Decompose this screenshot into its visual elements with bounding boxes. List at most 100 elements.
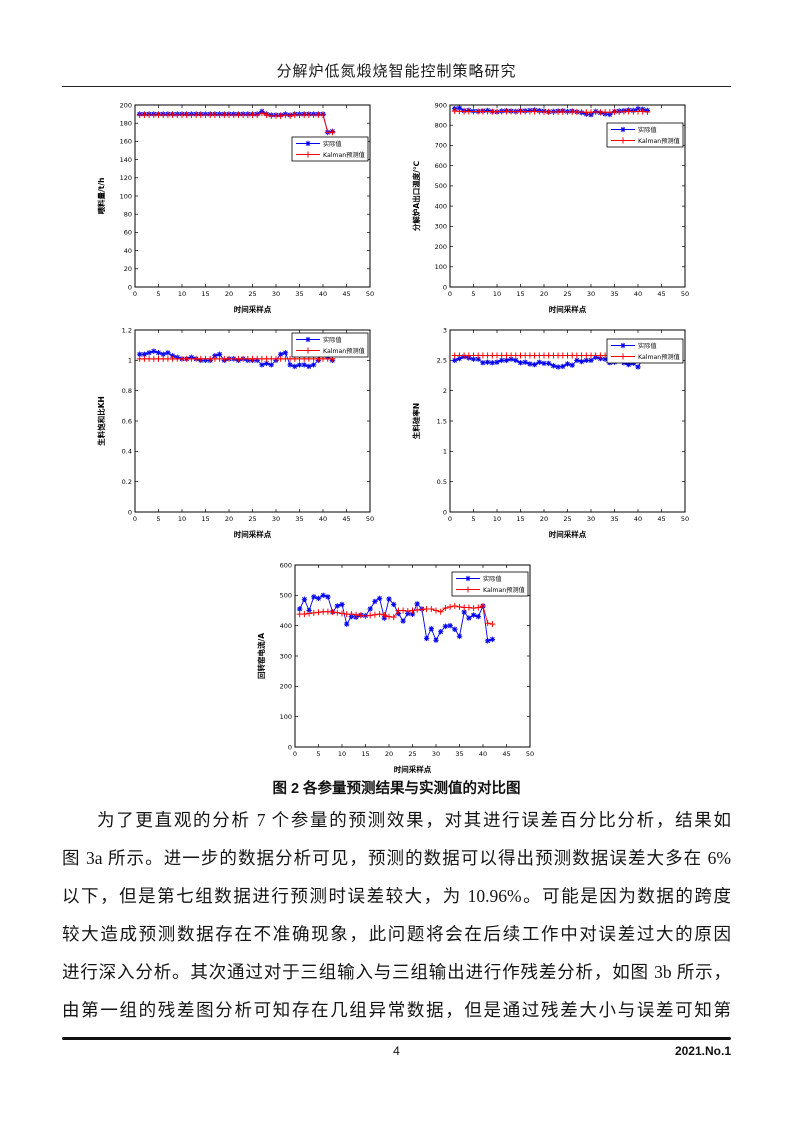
svg-text:Kalman预测值: Kalman预测值	[638, 137, 680, 145]
body-line: 较大造成预测数据存在不准确现象，此问题将会在后续工作中对误差过大的原因	[62, 924, 731, 944]
svg-text:60: 60	[124, 229, 132, 237]
svg-text:45: 45	[657, 515, 665, 523]
svg-text:Kalman预测值: Kalman预测值	[323, 347, 365, 355]
svg-text:30: 30	[587, 290, 595, 298]
svg-text:时间采样点: 时间采样点	[549, 529, 587, 539]
svg-text:500: 500	[280, 592, 292, 600]
svg-text:10: 10	[178, 290, 186, 298]
svg-text:实际值: 实际值	[638, 342, 657, 350]
svg-text:20: 20	[225, 290, 233, 298]
svg-text:30: 30	[272, 290, 280, 298]
svg-text:20: 20	[225, 515, 233, 523]
svg-text:900: 900	[435, 101, 447, 109]
svg-text:0: 0	[288, 743, 292, 751]
svg-text:200: 200	[280, 683, 292, 691]
svg-text:0: 0	[133, 290, 137, 298]
svg-text:0.2: 0.2	[122, 478, 132, 486]
header-rule	[62, 86, 731, 87]
svg-text:时间采样点: 时间采样点	[234, 304, 272, 314]
svg-text:30: 30	[272, 515, 280, 523]
svg-text:15: 15	[201, 515, 209, 523]
svg-text:0: 0	[443, 283, 447, 291]
svg-text:600: 600	[280, 561, 292, 569]
svg-text:时间采样点: 时间采样点	[549, 304, 587, 314]
svg-text:500: 500	[435, 182, 447, 190]
svg-text:0.5: 0.5	[437, 478, 447, 486]
svg-text:20: 20	[540, 515, 548, 523]
svg-text:45: 45	[342, 290, 350, 298]
chart-outlet-temp: 0 5 10 15 20 25 30 35 40 45 50 0 100 200 300 400 500 600 7…	[410, 95, 700, 317]
svg-text:300: 300	[435, 223, 447, 231]
body-line: 由第一组的残差图分析可知存在几组异常数据，但是通过残差大小与误差可知第	[62, 1000, 731, 1020]
svg-text:15: 15	[516, 290, 524, 298]
svg-text:30: 30	[432, 750, 440, 758]
svg-text:40: 40	[634, 290, 642, 298]
svg-text:1.2: 1.2	[122, 326, 132, 334]
svg-text:Kalman预测值: Kalman预测值	[323, 151, 365, 159]
footer-issue-label: 2021.No.1	[674, 1044, 731, 1058]
svg-text:10: 10	[493, 290, 501, 298]
svg-text:生料饱和比KH: 生料饱和比KH	[96, 396, 106, 446]
paper-header-title: 分解炉低氮煅烧智能控制策略研究	[276, 64, 517, 80]
svg-text:15: 15	[201, 290, 209, 298]
svg-text:0.8: 0.8	[122, 387, 132, 395]
svg-text:0.4: 0.4	[122, 448, 132, 456]
svg-text:35: 35	[610, 515, 618, 523]
body-line: 为了更直观的分析 7 个参量的预测效果，对其进行误差百分比分析，结果如	[97, 810, 731, 830]
svg-text:80: 80	[124, 211, 132, 219]
svg-text:40: 40	[479, 750, 487, 758]
svg-text:25: 25	[408, 750, 416, 758]
svg-text:50: 50	[526, 750, 534, 758]
svg-text:600: 600	[435, 162, 447, 170]
chart-kh-ratio: 0 5 10 15 20 25 30 35 40 45 50 0 0.2 0.4 0.6 0.8 1 1.2 时间采…	[95, 320, 385, 542]
svg-text:45: 45	[657, 290, 665, 298]
svg-text:35: 35	[455, 750, 463, 758]
svg-text:15: 15	[516, 515, 524, 523]
svg-text:100: 100	[435, 263, 447, 271]
svg-text:Kalman预测值: Kalman预测值	[638, 353, 680, 361]
svg-text:50: 50	[681, 515, 689, 523]
body-line: 以下，但是第七组数据进行预测时误差较大，为 10.96%。可能是因为数据的跨度	[62, 886, 731, 906]
chart-svg: 0 5 10 15 20 25 30 35 40 45 50 0 0.5 1 1.5 2 2.5 3 时间采样点 生料…	[411, 326, 689, 539]
svg-text:20: 20	[385, 750, 393, 758]
svg-text:1: 1	[128, 357, 132, 365]
svg-text:400: 400	[280, 622, 292, 630]
svg-text:50: 50	[681, 290, 689, 298]
svg-text:1.5: 1.5	[437, 417, 447, 425]
svg-text:35: 35	[610, 290, 618, 298]
chart-svg: 0 5 10 15 20 25 30 35 40 45 50 0 0.2 0.4 0.6 0.8 1 1.2 时间采…	[96, 326, 374, 539]
svg-text:800: 800	[435, 122, 447, 130]
svg-text:0: 0	[128, 283, 132, 291]
svg-text:0.6: 0.6	[122, 417, 132, 425]
svg-text:Kalman预测值: Kalman预测值	[483, 586, 525, 594]
svg-text:35: 35	[295, 290, 303, 298]
svg-text:0: 0	[133, 515, 137, 523]
footer-page-number: 4	[393, 1044, 400, 1058]
svg-text:0: 0	[448, 290, 452, 298]
svg-text:2.5: 2.5	[437, 357, 447, 365]
chart-svg: 0 5 10 15 20 25 30 35 40 45 500100200300400500600时…	[256, 561, 534, 774]
chart-svg: 0 5 10 15 20 25 30 35 40 45 50 0 20 40 60 80 100 120 140 16…	[96, 101, 374, 314]
svg-text:2: 2	[443, 387, 447, 395]
svg-text:10: 10	[338, 750, 346, 758]
svg-text:3: 3	[443, 326, 447, 334]
svg-text:分解炉A出口温度/℃: 分解炉A出口温度/℃	[411, 161, 421, 231]
svg-text:1: 1	[443, 448, 447, 456]
svg-text:25: 25	[248, 290, 256, 298]
svg-text:45: 45	[342, 515, 350, 523]
svg-text:40: 40	[124, 247, 132, 255]
svg-text:5: 5	[471, 290, 475, 298]
svg-text:5: 5	[156, 290, 160, 298]
svg-text:喂料量/t/h: 喂料量/t/h	[96, 178, 106, 215]
svg-text:300: 300	[280, 652, 292, 660]
svg-text:180: 180	[120, 120, 132, 128]
body-line: 进行深入分析。其次通过对于三组输入与三组输出进行作残差分析，如图 3b 所示，	[62, 962, 731, 982]
chart-svg: 0 5 10 15 20 25 30 35 40 45 5001002003004005006007…	[411, 101, 689, 314]
svg-text:0: 0	[293, 750, 297, 758]
svg-text:200: 200	[120, 101, 132, 109]
svg-text:5: 5	[316, 750, 320, 758]
svg-text:25: 25	[563, 290, 571, 298]
svg-text:时间采样点: 时间采样点	[394, 764, 432, 774]
svg-text:20: 20	[540, 290, 548, 298]
